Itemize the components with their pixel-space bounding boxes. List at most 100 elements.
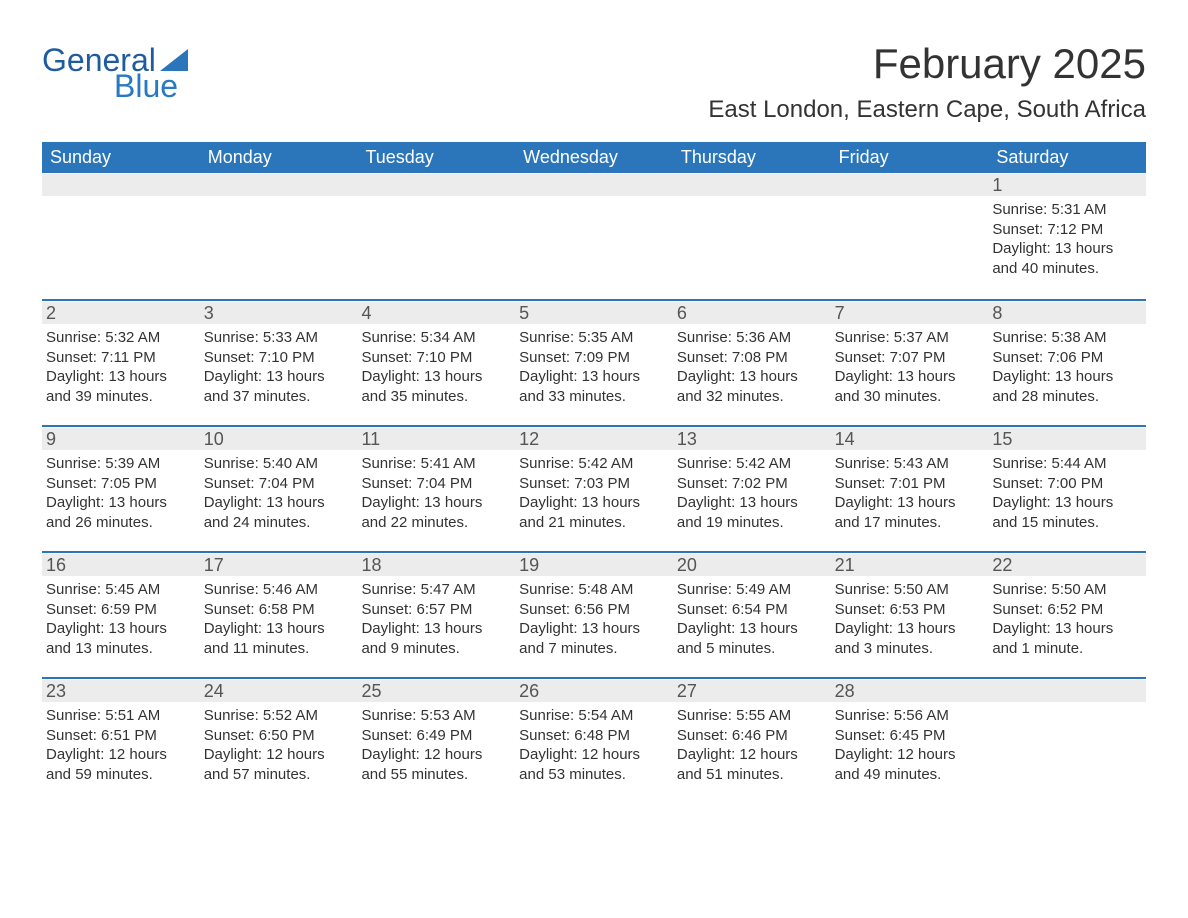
detail-day1: Daylight: 13 hours [519, 493, 669, 513]
detail-sunrise: Sunrise: 5:42 AM [677, 454, 827, 474]
detail-day2: and 21 minutes. [519, 513, 669, 533]
calendar-cell: 28Sunrise: 5:56 AMSunset: 6:45 PMDayligh… [831, 679, 989, 803]
week-row: 2Sunrise: 5:32 AMSunset: 7:11 PMDaylight… [42, 299, 1146, 425]
detail-sunset: Sunset: 7:12 PM [992, 220, 1142, 240]
detail-day1: Daylight: 13 hours [992, 367, 1142, 387]
detail-day1: Daylight: 12 hours [46, 745, 196, 765]
day-details: Sunrise: 5:38 AMSunset: 7:06 PMDaylight:… [992, 326, 1142, 406]
detail-day2: and 51 minutes. [677, 765, 827, 785]
day-number: 21 [835, 555, 985, 578]
detail-sunrise: Sunrise: 5:43 AM [835, 454, 985, 474]
detail-day1: Daylight: 13 hours [835, 493, 985, 513]
week-row: 1Sunrise: 5:31 AMSunset: 7:12 PMDaylight… [42, 173, 1146, 299]
detail-sunrise: Sunrise: 5:54 AM [519, 706, 669, 726]
detail-day1: Daylight: 12 hours [361, 745, 511, 765]
day-details: Sunrise: 5:55 AMSunset: 6:46 PMDaylight:… [677, 704, 827, 784]
calendar-cell: 15Sunrise: 5:44 AMSunset: 7:00 PMDayligh… [988, 427, 1146, 551]
day-number: 4 [361, 303, 511, 326]
detail-sunrise: Sunrise: 5:47 AM [361, 580, 511, 600]
detail-sunrise: Sunrise: 5:49 AM [677, 580, 827, 600]
detail-day2: and 33 minutes. [519, 387, 669, 407]
detail-sunset: Sunset: 7:00 PM [992, 474, 1142, 494]
detail-day2: and 7 minutes. [519, 639, 669, 659]
detail-sunrise: Sunrise: 5:50 AM [992, 580, 1142, 600]
detail-sunset: Sunset: 6:48 PM [519, 726, 669, 746]
week-row: 9Sunrise: 5:39 AMSunset: 7:05 PMDaylight… [42, 425, 1146, 551]
detail-day2: and 57 minutes. [204, 765, 354, 785]
detail-day2: and 30 minutes. [835, 387, 985, 407]
detail-day2: and 59 minutes. [46, 765, 196, 785]
detail-sunset: Sunset: 7:11 PM [46, 348, 196, 368]
day-number: 28 [835, 681, 985, 704]
day-number: 2 [46, 303, 196, 326]
detail-sunset: Sunset: 7:01 PM [835, 474, 985, 494]
detail-sunset: Sunset: 7:07 PM [835, 348, 985, 368]
detail-day2: and 11 minutes. [204, 639, 354, 659]
day-number: 11 [361, 429, 511, 452]
day-details: Sunrise: 5:56 AMSunset: 6:45 PMDaylight:… [835, 704, 985, 784]
calendar-cell: 14Sunrise: 5:43 AMSunset: 7:01 PMDayligh… [831, 427, 989, 551]
detail-day2: and 35 minutes. [361, 387, 511, 407]
day-details: Sunrise: 5:34 AMSunset: 7:10 PMDaylight:… [361, 326, 511, 406]
calendar-cell [357, 173, 515, 299]
detail-day2: and 37 minutes. [204, 387, 354, 407]
day-number: 3 [204, 303, 354, 326]
detail-sunset: Sunset: 6:49 PM [361, 726, 511, 746]
detail-sunset: Sunset: 6:56 PM [519, 600, 669, 620]
detail-day1: Daylight: 13 hours [361, 367, 511, 387]
day-number: 16 [46, 555, 196, 578]
calendar-cell: 7Sunrise: 5:37 AMSunset: 7:07 PMDaylight… [831, 301, 989, 425]
detail-day1: Daylight: 12 hours [204, 745, 354, 765]
day-details: Sunrise: 5:43 AMSunset: 7:01 PMDaylight:… [835, 452, 985, 532]
detail-day1: Daylight: 13 hours [204, 367, 354, 387]
week-row: 23Sunrise: 5:51 AMSunset: 6:51 PMDayligh… [42, 677, 1146, 803]
calendar-cell [42, 173, 200, 299]
calendar-cell: 8Sunrise: 5:38 AMSunset: 7:06 PMDaylight… [988, 301, 1146, 425]
week-row: 16Sunrise: 5:45 AMSunset: 6:59 PMDayligh… [42, 551, 1146, 677]
detail-day1: Daylight: 13 hours [46, 619, 196, 639]
detail-sunrise: Sunrise: 5:45 AM [46, 580, 196, 600]
detail-sunset: Sunset: 7:03 PM [519, 474, 669, 494]
detail-sunset: Sunset: 6:50 PM [204, 726, 354, 746]
day-number: 12 [519, 429, 669, 452]
detail-day1: Daylight: 13 hours [992, 493, 1142, 513]
detail-day2: and 22 minutes. [361, 513, 511, 533]
detail-day2: and 15 minutes. [992, 513, 1142, 533]
detail-day2: and 26 minutes. [46, 513, 196, 533]
calendar-cell: 13Sunrise: 5:42 AMSunset: 7:02 PMDayligh… [673, 427, 831, 551]
day-number: 26 [519, 681, 669, 704]
detail-day2: and 40 minutes. [992, 259, 1142, 279]
day-details: Sunrise: 5:32 AMSunset: 7:11 PMDaylight:… [46, 326, 196, 406]
detail-sunset: Sunset: 7:04 PM [361, 474, 511, 494]
day-details: Sunrise: 5:52 AMSunset: 6:50 PMDaylight:… [204, 704, 354, 784]
calendar-cell: 22Sunrise: 5:50 AMSunset: 6:52 PMDayligh… [988, 553, 1146, 677]
detail-sunset: Sunset: 6:51 PM [46, 726, 196, 746]
calendar-cell: 25Sunrise: 5:53 AMSunset: 6:49 PMDayligh… [357, 679, 515, 803]
day-number: 6 [677, 303, 827, 326]
calendar-cell: 17Sunrise: 5:46 AMSunset: 6:58 PMDayligh… [200, 553, 358, 677]
detail-sunset: Sunset: 7:04 PM [204, 474, 354, 494]
day-details: Sunrise: 5:31 AMSunset: 7:12 PMDaylight:… [992, 198, 1142, 278]
detail-day2: and 49 minutes. [835, 765, 985, 785]
detail-sunrise: Sunrise: 5:53 AM [361, 706, 511, 726]
detail-sunrise: Sunrise: 5:46 AM [204, 580, 354, 600]
calendar-cell [988, 679, 1146, 803]
calendar-cell: 5Sunrise: 5:35 AMSunset: 7:09 PMDaylight… [515, 301, 673, 425]
weeks-container: 1Sunrise: 5:31 AMSunset: 7:12 PMDaylight… [42, 173, 1146, 803]
detail-day1: Daylight: 13 hours [992, 619, 1142, 639]
day-details: Sunrise: 5:42 AMSunset: 7:02 PMDaylight:… [677, 452, 827, 532]
calendar-cell: 20Sunrise: 5:49 AMSunset: 6:54 PMDayligh… [673, 553, 831, 677]
day-details: Sunrise: 5:42 AMSunset: 7:03 PMDaylight:… [519, 452, 669, 532]
day-number: 18 [361, 555, 511, 578]
detail-day1: Daylight: 13 hours [519, 619, 669, 639]
detail-sunrise: Sunrise: 5:39 AM [46, 454, 196, 474]
detail-sunrise: Sunrise: 5:41 AM [361, 454, 511, 474]
day-details: Sunrise: 5:51 AMSunset: 6:51 PMDaylight:… [46, 704, 196, 784]
header: General Blue February 2025 East London, … [42, 40, 1146, 124]
day-header-cell: Tuesday [357, 142, 515, 173]
detail-sunset: Sunset: 6:45 PM [835, 726, 985, 746]
detail-day2: and 17 minutes. [835, 513, 985, 533]
detail-sunset: Sunset: 6:52 PM [992, 600, 1142, 620]
detail-day1: Daylight: 13 hours [835, 367, 985, 387]
detail-sunrise: Sunrise: 5:36 AM [677, 328, 827, 348]
